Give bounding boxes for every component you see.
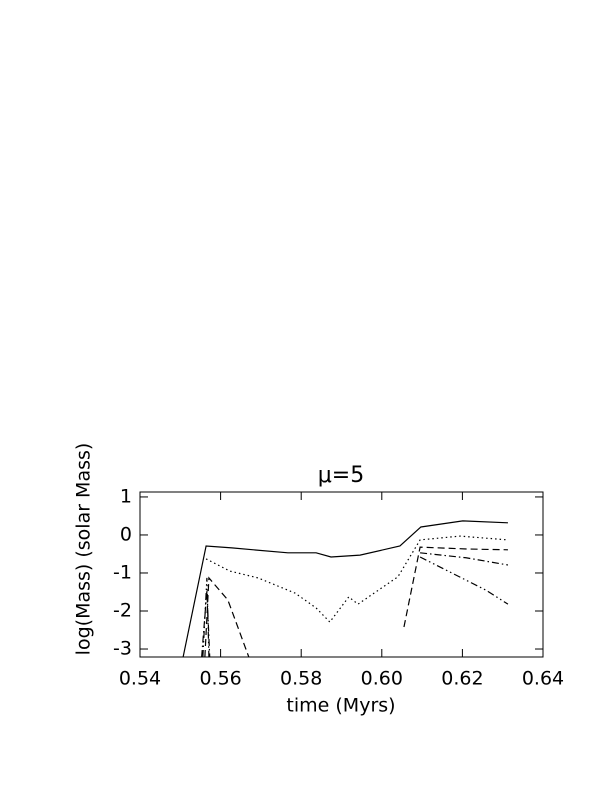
x-tick-label: 0.54 <box>119 668 161 690</box>
plot-lines <box>182 520 509 657</box>
series-line <box>202 556 509 657</box>
x-tick-label: 0.62 <box>441 668 483 690</box>
chart-title: μ=5 <box>318 463 364 488</box>
y-tick-label: 0 <box>120 523 132 545</box>
x-tick-label: 0.60 <box>361 668 403 690</box>
y-axis-label: log(Mass) (solar Mass) <box>73 443 95 656</box>
x-tick-label: 0.56 <box>199 668 241 690</box>
series-line <box>201 552 509 657</box>
x-tick-label: 0.64 <box>522 668 564 690</box>
x-axis-label: time (Myrs) <box>286 695 395 717</box>
y-tick-label: -2 <box>113 599 132 621</box>
x-tick-label: 0.58 <box>280 668 322 690</box>
plot-frame <box>139 491 544 658</box>
series-line <box>205 535 508 623</box>
y-tick-label: -3 <box>113 638 132 660</box>
series-line <box>204 546 508 657</box>
y-tick-label: -1 <box>113 561 132 583</box>
series-line <box>182 520 508 657</box>
y-tick-label: 1 <box>120 485 132 507</box>
